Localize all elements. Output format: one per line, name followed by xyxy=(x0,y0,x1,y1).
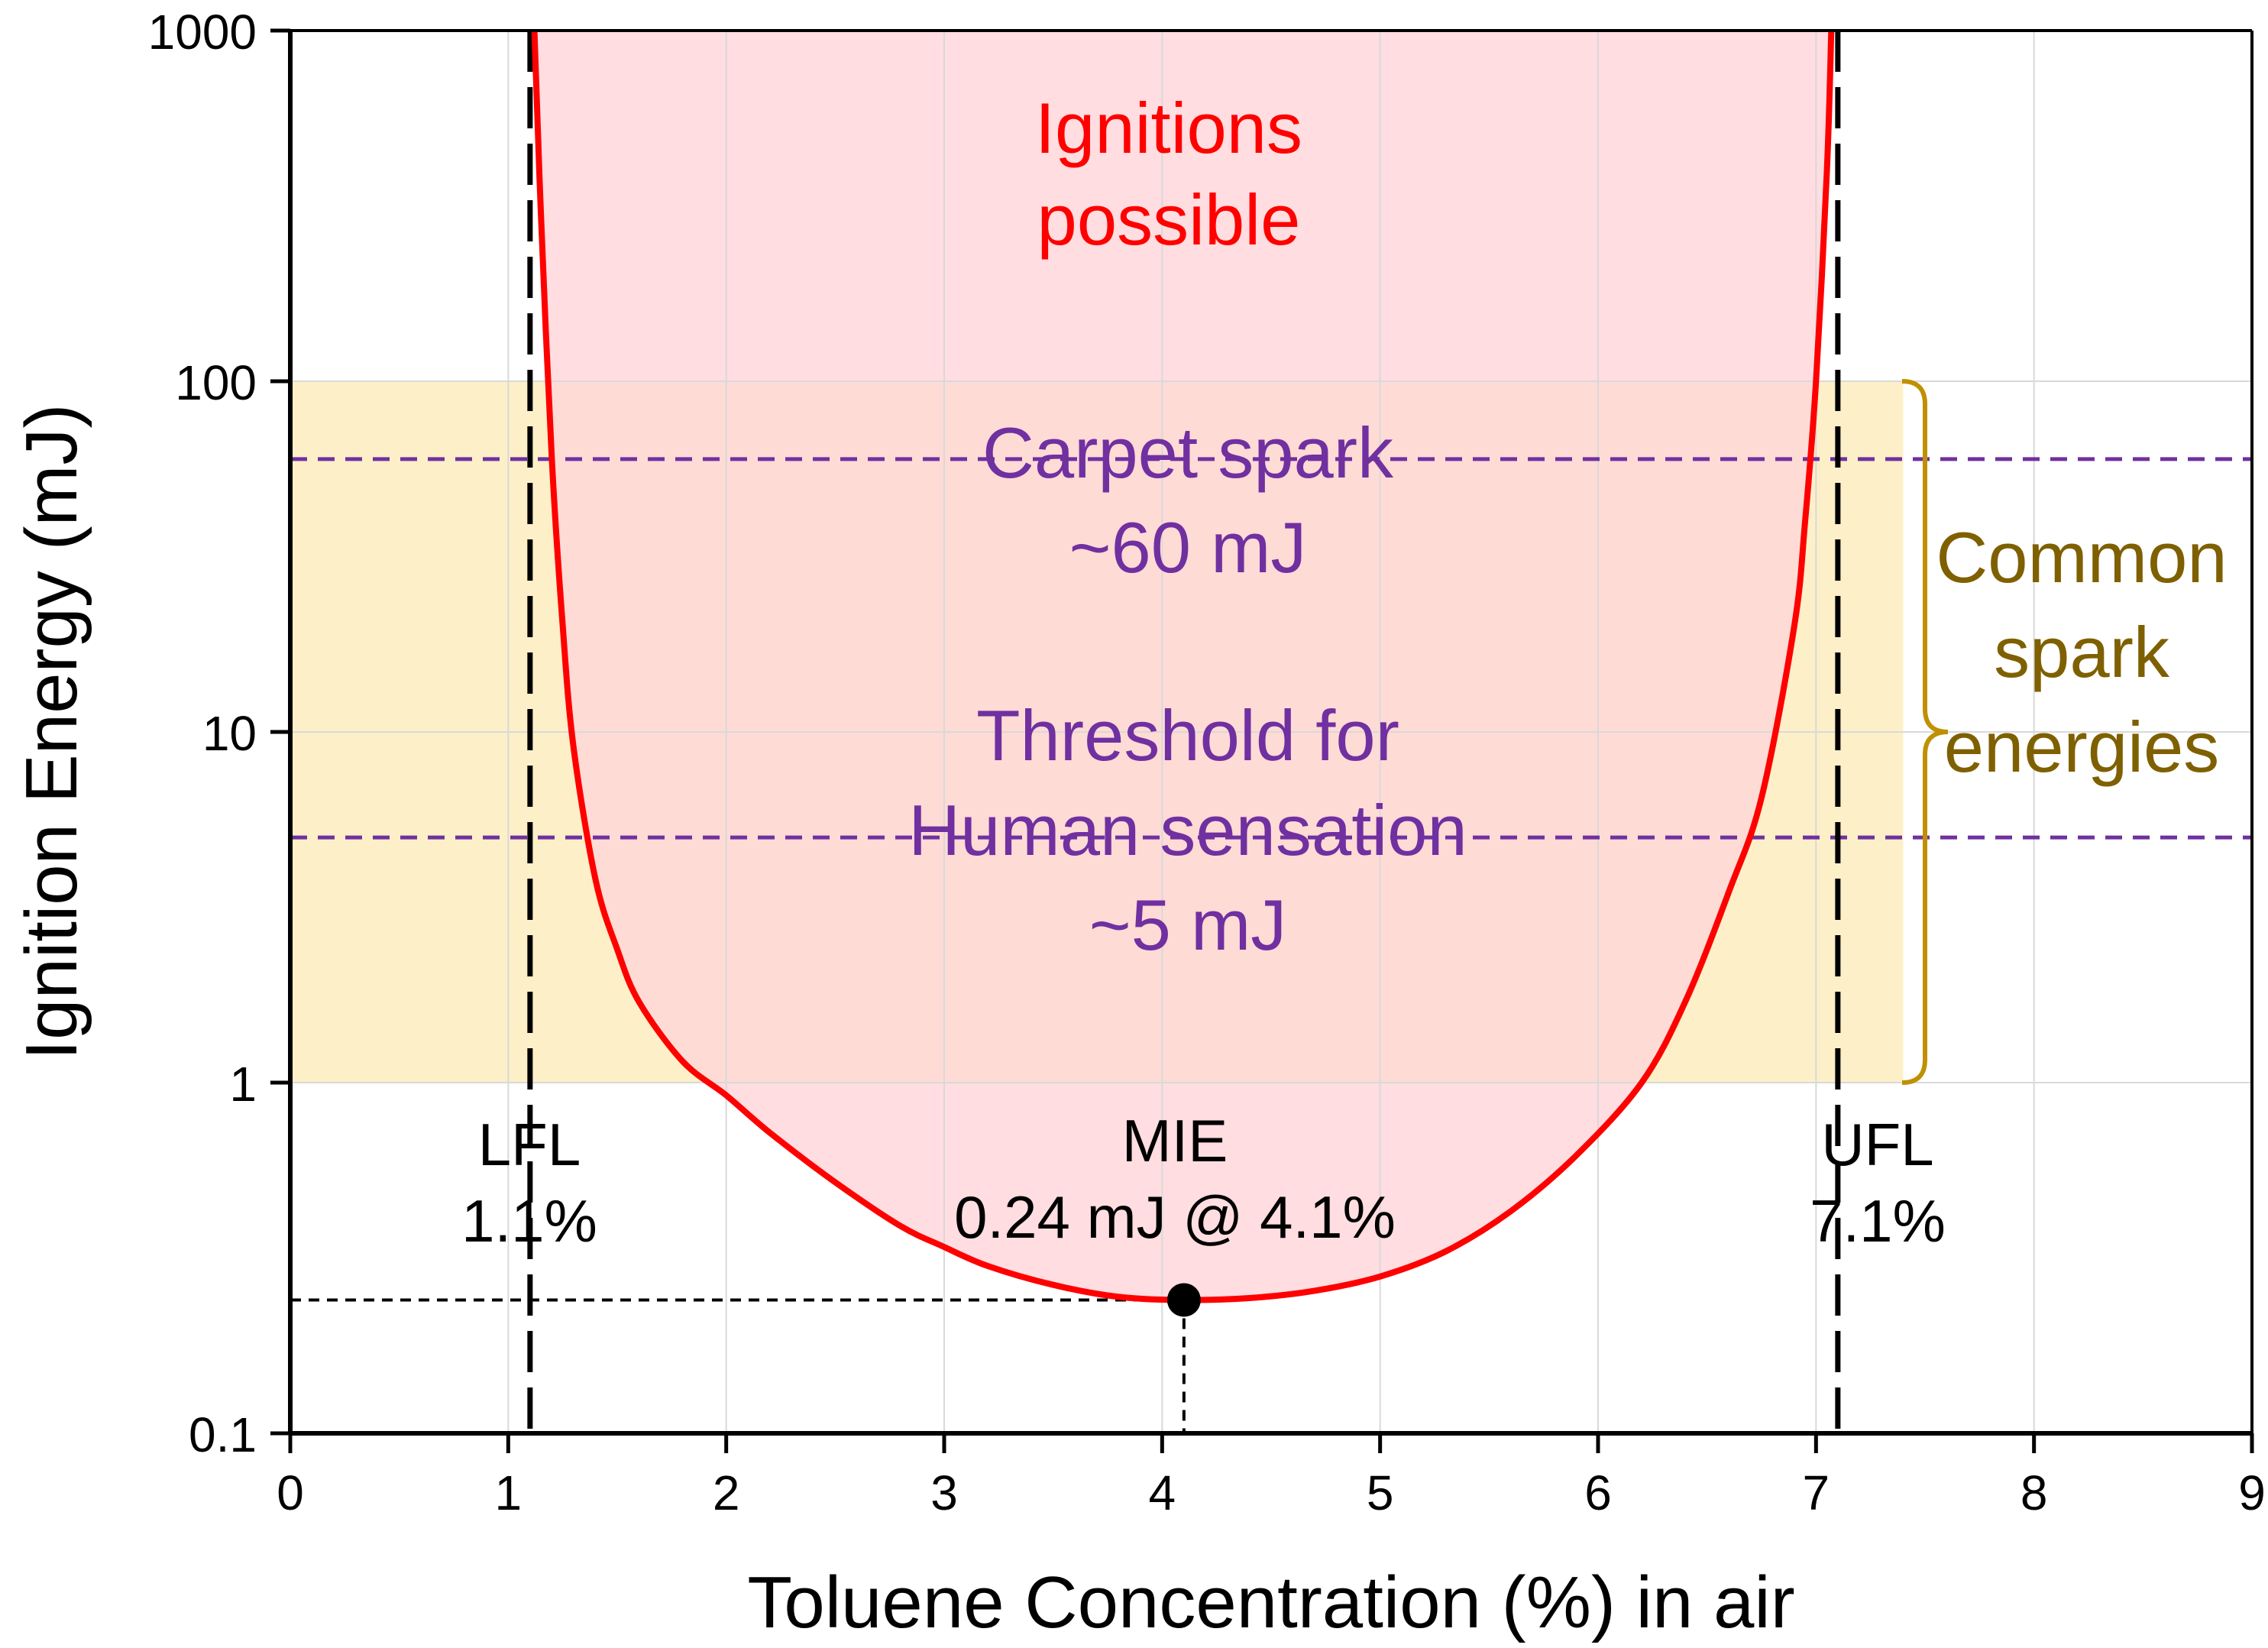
x-tick-label: 3 xyxy=(930,1465,958,1520)
ignitions-possible-label-line-2: possible xyxy=(1037,180,1301,260)
annotations: Ignitions possible Carpet spark ~60 mJ Thres… xyxy=(461,88,2228,1255)
mie-point xyxy=(1166,1283,1201,1317)
ignition-region xyxy=(534,31,1832,1300)
x-axis-title: Toluene Concentration (%) in air xyxy=(747,1562,1794,1643)
ufl-label-line-2: 7.1% xyxy=(1810,1187,1946,1255)
lfl-label-line-2: 1.1% xyxy=(461,1187,597,1255)
x-tick-label: 4 xyxy=(1149,1465,1176,1520)
ufl-label-line-1: UFL xyxy=(1821,1111,1933,1178)
common-spark-label-line-1: Common xyxy=(1936,517,2227,597)
common-spark-label-line-3: energies xyxy=(1944,707,2220,787)
human-sensation-label-line-2: Human sensation xyxy=(908,790,1467,870)
mie-label-line-2: 0.24 mJ @ 4.1% xyxy=(954,1183,1396,1251)
ignition-energy-curve xyxy=(531,30,1835,1303)
human-sensation-label-line-1: Threshold for xyxy=(976,695,1399,775)
x-tick-label: 6 xyxy=(1584,1465,1612,1520)
human-sensation-label-line-3: ~5 mJ xyxy=(1089,885,1287,965)
x-tick-label: 5 xyxy=(1367,1465,1394,1520)
y-tick-label: 100 xyxy=(175,355,257,410)
axes: 0 1 2 3 4 5 6 7 8 9 0.1 1 10 100 1000 Toluene Concentra… xyxy=(11,5,2266,1643)
x-tick-label: 8 xyxy=(2020,1465,2048,1520)
ignition-curve xyxy=(531,30,1835,1317)
y-tick-label: 1000 xyxy=(148,5,257,60)
y-tick-label: 0.1 xyxy=(189,1407,257,1462)
x-tick-label: 7 xyxy=(1803,1465,1830,1520)
y-tick-label: 10 xyxy=(202,706,257,761)
mie-guide-lines xyxy=(290,1298,1186,1433)
carpet-spark-label-line-2: ~60 mJ xyxy=(1069,507,1307,588)
lfl-label-line-1: LFL xyxy=(478,1111,581,1178)
x-tick-label: 2 xyxy=(713,1465,740,1520)
mie-label-line-1: MIE xyxy=(1122,1107,1228,1174)
carpet-spark-label-line-1: Carpet spark xyxy=(982,413,1394,493)
y-tick-label: 1 xyxy=(229,1057,257,1112)
common-spark-brace xyxy=(1901,379,1949,1085)
ignitions-possible-label-line-1: Ignitions xyxy=(1035,88,1302,168)
x-tick-label: 0 xyxy=(277,1465,304,1520)
common-spark-label-line-2: spark xyxy=(1994,612,2170,692)
vertical-reference-lines xyxy=(527,31,1841,1433)
x-tick-label: 9 xyxy=(2238,1465,2266,1520)
y-axis-title: Ignition Energy (mJ) xyxy=(11,404,92,1060)
x-tick-label: 1 xyxy=(495,1465,523,1520)
